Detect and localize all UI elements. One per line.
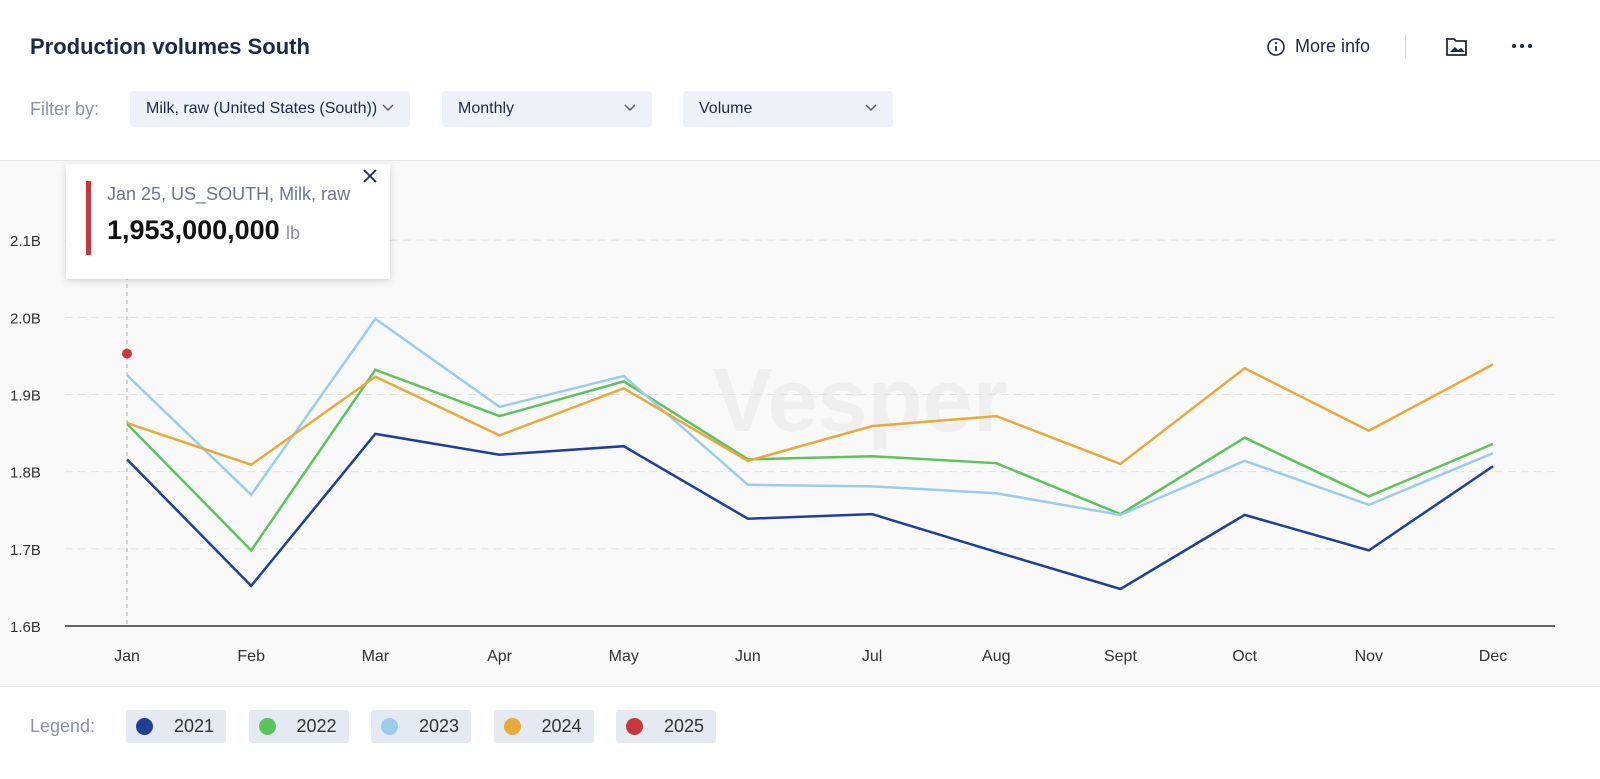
watermark: Vesper [712, 351, 1007, 451]
tooltip-title: Jan 25, US_SOUTH, Milk, raw [107, 184, 351, 204]
x-tick-label: Jun [735, 648, 761, 665]
x-tick-label: May [609, 648, 639, 665]
x-tick-label: Sept [1104, 648, 1137, 665]
x-tick-label: Feb [237, 648, 265, 665]
y-tick-label: 1.6B [10, 619, 41, 636]
filter-label: Filter by: [30, 99, 100, 119]
divider [1405, 34, 1406, 58]
x-tick-label: Nov [1355, 648, 1383, 665]
filter[interactable]: Monthly [442, 91, 652, 127]
legend-item[interactable]: 2023 [371, 710, 472, 743]
filter[interactable]: Volume [683, 91, 893, 127]
filter-text: Monthly [458, 100, 515, 117]
tooltip-unit: lb [286, 223, 301, 243]
y-tick-label: 1.9B [10, 388, 41, 405]
legend-swatch [136, 718, 153, 735]
image-icon[interactable] [1445, 35, 1469, 57]
more-info[interactable]: More info [1295, 36, 1371, 56]
legend-swatch [381, 718, 398, 735]
line [126, 317, 1494, 517]
menu-icon[interactable] [1510, 40, 1534, 52]
y-tick-label: 1.7B [10, 542, 41, 559]
close-icon[interactable] [362, 168, 378, 184]
title: Production volumes South [30, 34, 310, 59]
legend-swatch [626, 718, 643, 735]
legend-text: 2024 [541, 716, 582, 736]
legend-item[interactable]: 2021 [126, 710, 227, 743]
legend-text: 2023 [419, 716, 460, 736]
line [126, 432, 1494, 591]
x-tick-label: Jul [862, 648, 882, 665]
x-tick-label: Dec [1479, 648, 1507, 665]
legend-label: Legend: [30, 716, 96, 736]
legend-item[interactable]: 2025 [616, 710, 717, 743]
x-tick-label: Aug [982, 648, 1010, 665]
legend-text: 2025 [664, 716, 705, 736]
x-tick-label: Mar [362, 648, 390, 665]
line [126, 368, 1494, 553]
y-tick-label: 2.0B [10, 310, 41, 327]
legend-swatch [503, 718, 521, 735]
x-tick-label: Jan [114, 648, 140, 665]
filter-text: Volume [699, 100, 753, 117]
x-tick-label: Oct [1232, 648, 1257, 665]
legend-text: 2021 [174, 716, 215, 736]
y-tick-label: 2.1B [10, 233, 41, 250]
tooltip: Jan 25, US_SOUTH, Milk, raw 1,953,000,00… [66, 164, 390, 279]
point [122, 348, 132, 359]
filter-text: Milk, raw (United States (South)) [146, 100, 378, 117]
line [126, 363, 1494, 467]
legend-item[interactable]: 2024 [493, 710, 594, 743]
x-tick-label: Apr [487, 648, 513, 665]
legend-swatch [258, 718, 276, 735]
legend-item[interactable]: 2022 [248, 710, 349, 743]
legend-text: 2022 [296, 716, 337, 736]
info-icon[interactable] [1266, 37, 1286, 57]
tooltip-value: 1,953,000,000 [107, 215, 280, 245]
y-tick-label: 1.8B [10, 465, 41, 482]
tooltip-bar [86, 181, 91, 255]
filter[interactable]: Milk, raw (United States (South)) [130, 91, 410, 127]
